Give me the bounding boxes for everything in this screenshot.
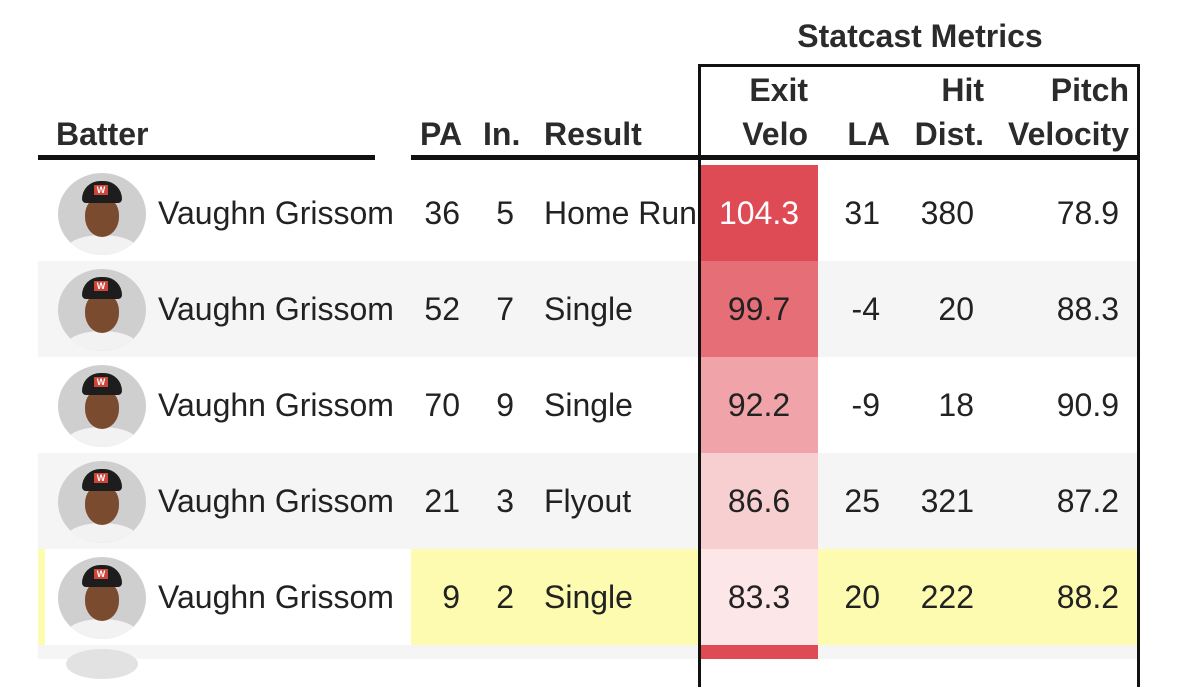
avatar: W [58,269,146,351]
table-row[interactable]: W Vaughn Grissom 9 2 Single 83.3 20 222 88.2 [38,549,1139,645]
exit-velo-cell: 86.6 [700,453,818,549]
hit-dist-cell: 222 [920,578,974,615]
avatar-face [85,389,119,429]
header-batter[interactable]: Batter [56,116,149,152]
hit-dist-cell: 18 [938,386,974,423]
result-cell: Single [544,290,633,327]
avatar-jersey [66,523,138,543]
inning-cell: 9 [496,386,514,423]
header-hit-dist-line1[interactable]: Hit [941,72,984,108]
cap-logo-icon: W [94,281,108,291]
avatar-partial [66,649,138,679]
header-inning[interactable]: In. [483,116,521,152]
header-pa[interactable]: PA [420,116,463,152]
avatar-jersey [66,331,138,351]
la-cell: 31 [844,194,880,231]
pitch-velocity-cell: 90.9 [1056,386,1119,423]
highlight-band-left [411,549,698,645]
avatar-face [85,581,119,621]
header-hit-dist-line2[interactable]: Dist. [914,116,984,152]
exit-velo-cell: 92.2 [700,357,818,453]
cap-logo-icon: W [94,185,108,195]
pitch-velocity-cell: 87.2 [1056,482,1119,519]
avatar: W [58,557,146,639]
batter-name[interactable]: Vaughn Grissom [158,578,394,615]
avatar-jersey [66,427,138,447]
inning-cell: 3 [496,482,514,519]
avatar: W [58,365,146,447]
cap-logo-icon: W [94,377,108,387]
highlight-marker [38,549,45,645]
exit-velo-cell: 99.7 [700,261,818,357]
la-cell: 25 [844,482,880,519]
pa-cell: 52 [424,290,460,327]
pa-cell: 36 [424,194,460,231]
avatar-jersey [66,619,138,639]
pitch-velocity-cell: 88.3 [1056,290,1119,327]
header-rule-gap [375,155,411,160]
header-exit-velo-line1[interactable]: Exit [749,72,808,108]
batter-name[interactable]: Vaughn Grissom [158,290,394,327]
table-row[interactable]: W Vaughn Grissom 36 5 Home Run 104.3 31 380 78.9 [38,165,1139,261]
inning-cell: 2 [496,578,514,615]
avatar-jersey [66,235,138,255]
exit-velo-cell: 83.3 [700,549,818,645]
cap-logo-icon: W [94,473,108,483]
header-exit-velo-line2[interactable]: Velo [742,116,808,152]
exit-velo-cell-partial [700,645,818,659]
table-row[interactable]: W Vaughn Grissom 70 9 Single 92.2 -9 18 90.9 [38,357,1139,453]
header-result[interactable]: Result [544,116,642,152]
hit-dist-cell: 380 [920,194,974,231]
inning-cell: 5 [496,194,514,231]
la-cell: 20 [844,578,880,615]
table-row-partial[interactable] [38,645,1139,679]
batter-name[interactable]: Vaughn Grissom [158,194,394,231]
highlight-band-right [818,549,1139,645]
pa-cell: 70 [424,386,460,423]
avatar-face [85,293,119,333]
la-cell: -4 [851,290,880,327]
result-cell: Flyout [544,482,632,519]
header-la[interactable]: LA [847,116,890,152]
header-rule [38,155,1139,160]
avatar-face [85,197,119,237]
inning-cell: 7 [496,290,514,327]
pitch-velocity-cell: 88.2 [1056,578,1119,615]
hit-dist-cell: 321 [920,482,974,519]
statcast-metrics-title: Statcast Metrics [797,18,1043,54]
table-row[interactable]: W Vaughn Grissom 52 7 Single 99.7 -4 20 88.3 [38,261,1139,357]
batter-name[interactable]: Vaughn Grissom [158,386,394,423]
exit-velo-cell: 104.3 [700,165,818,261]
result-cell: Single [544,578,633,615]
avatar-face [85,485,119,525]
table-row[interactable]: W Vaughn Grissom 21 3 Flyout 86.6 25 321 87.2 [38,453,1139,549]
header-pitch-velocity-line1[interactable]: Pitch [1050,72,1129,108]
avatar: W [58,173,146,255]
avatar: W [58,461,146,543]
pa-cell: 21 [424,482,460,519]
batter-name[interactable]: Vaughn Grissom [158,482,394,519]
header-pitch-velocity-line2[interactable]: Velocity [1008,116,1129,152]
pa-cell: 9 [442,578,460,615]
pitch-velocity-cell: 78.9 [1056,194,1119,231]
hit-dist-cell: 20 [938,290,974,327]
result-cell: Single [544,386,633,423]
result-cell: Home Run [544,194,697,231]
la-cell: -9 [851,386,880,423]
cap-logo-icon: W [94,569,108,579]
